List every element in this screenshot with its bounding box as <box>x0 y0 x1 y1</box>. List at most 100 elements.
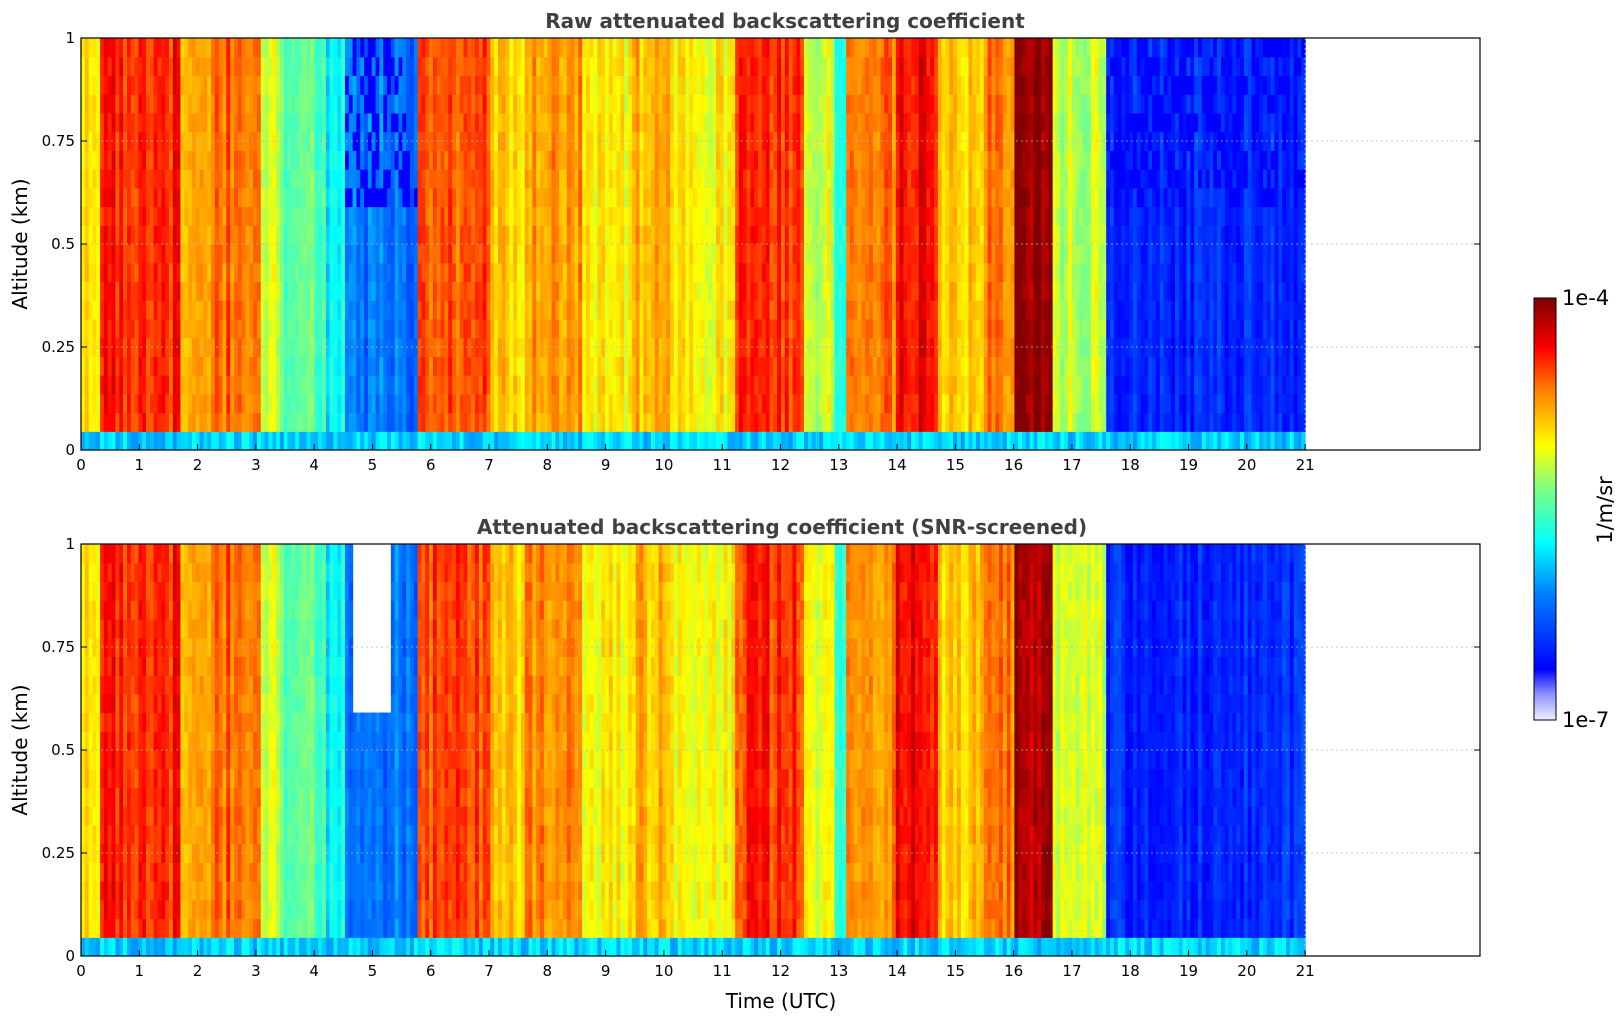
heatmap-cell <box>861 75 866 95</box>
heatmap-cell <box>593 393 599 414</box>
heatmap-cell <box>180 356 185 376</box>
heatmap-cell <box>635 300 641 320</box>
heatmap-cell <box>234 412 239 432</box>
heatmap-cell <box>306 38 312 58</box>
heatmap-cell <box>777 262 782 283</box>
heatmap-cell <box>421 75 426 95</box>
heatmap-cell <box>681 431 687 450</box>
heatmap-cell <box>299 75 304 95</box>
heatmap-cell <box>383 75 388 95</box>
heatmap-cell <box>96 431 101 450</box>
heatmap-cell <box>429 375 434 395</box>
heatmap-cell <box>264 112 270 133</box>
heatmap-cell <box>555 300 560 320</box>
heatmap-cell <box>903 112 908 133</box>
heatmap-cell <box>742 318 748 339</box>
heatmap-cell <box>819 412 824 432</box>
heatmap-cell <box>486 244 491 264</box>
heatmap-cell <box>731 281 736 301</box>
heatmap-cell <box>914 187 920 208</box>
heatmap-cell <box>310 169 315 189</box>
heatmap-cell <box>650 375 656 395</box>
heatmap-cell <box>207 94 212 114</box>
heatmap-cell <box>367 375 373 395</box>
heatmap-cell <box>256 75 262 95</box>
heatmap-cell <box>191 94 197 114</box>
heatmap-cell <box>421 94 426 114</box>
heatmap-cell <box>318 112 323 133</box>
heatmap-cell <box>911 38 916 58</box>
heatmap-cell <box>777 244 782 264</box>
heatmap-cell <box>547 56 553 77</box>
heatmap-cell <box>126 412 132 432</box>
heatmap-cell <box>475 412 480 432</box>
heatmap-cell <box>291 431 296 450</box>
heatmap-cell <box>165 94 170 114</box>
heatmap-cell <box>130 94 136 114</box>
heatmap-cell <box>815 38 820 58</box>
heatmap-cell <box>941 300 947 320</box>
heatmap-cell <box>471 131 476 151</box>
heatmap-cell <box>180 281 185 301</box>
heatmap-cell <box>903 187 908 208</box>
heatmap-cell <box>103 56 109 77</box>
heatmap-cell <box>524 281 530 301</box>
heatmap-cell <box>750 75 755 95</box>
heatmap-cell <box>165 169 170 189</box>
heatmap-cell <box>88 150 94 170</box>
heatmap-cell <box>337 56 342 77</box>
heatmap-cell <box>765 281 771 301</box>
heatmap-cell <box>738 56 744 77</box>
heatmap-cell <box>222 281 227 301</box>
heatmap-cell <box>543 150 549 170</box>
heatmap-cell <box>486 150 491 170</box>
heatmap-cell <box>727 375 732 395</box>
heatmap-cell <box>765 150 771 170</box>
heatmap-cell <box>459 38 465 58</box>
heatmap-cell <box>666 169 671 189</box>
heatmap-cell <box>256 375 262 395</box>
heatmap-cell <box>846 300 851 320</box>
heatmap-cell <box>647 318 652 339</box>
heatmap-cell <box>383 150 388 170</box>
heatmap-cell <box>103 187 109 208</box>
heatmap-cell <box>750 431 755 450</box>
heatmap-cell <box>708 150 713 170</box>
heatmap-cell <box>777 393 782 414</box>
heatmap-cell <box>696 393 702 414</box>
heatmap-cell <box>379 262 384 283</box>
heatmap-cell <box>934 206 939 226</box>
heatmap-cell <box>325 187 331 208</box>
heatmap-cell <box>746 281 752 301</box>
heatmap-cell <box>884 412 889 432</box>
heatmap-cell <box>494 38 499 58</box>
heatmap-cell <box>937 94 943 114</box>
heatmap-cell <box>329 206 335 226</box>
heatmap-cell <box>276 187 281 208</box>
heatmap-cell <box>823 337 828 357</box>
heatmap-cell <box>318 131 323 151</box>
heatmap-cell <box>226 412 231 432</box>
heatmap-cell <box>341 112 346 133</box>
heatmap-cell <box>253 94 258 114</box>
heatmap-cell <box>325 356 331 376</box>
heatmap-cell <box>593 112 599 133</box>
heatmap-cell <box>589 356 595 376</box>
heatmap-cell <box>371 337 377 357</box>
heatmap-cell <box>138 318 143 339</box>
heatmap-cell <box>291 300 296 320</box>
heatmap-cell <box>628 356 633 376</box>
heatmap-cell <box>930 94 935 114</box>
heatmap-cell <box>203 244 208 264</box>
heatmap-cell <box>295 300 300 320</box>
heatmap-cell <box>279 75 285 95</box>
heatmap-cell <box>639 169 644 189</box>
heatmap-cell <box>742 281 748 301</box>
heatmap-cell <box>907 356 912 376</box>
heatmap-cell <box>784 281 790 301</box>
heatmap-cell <box>834 112 840 133</box>
heatmap-cell <box>115 431 120 450</box>
heatmap-cell <box>869 56 874 77</box>
heatmap-cell <box>673 187 679 208</box>
heatmap-cell <box>482 281 488 301</box>
